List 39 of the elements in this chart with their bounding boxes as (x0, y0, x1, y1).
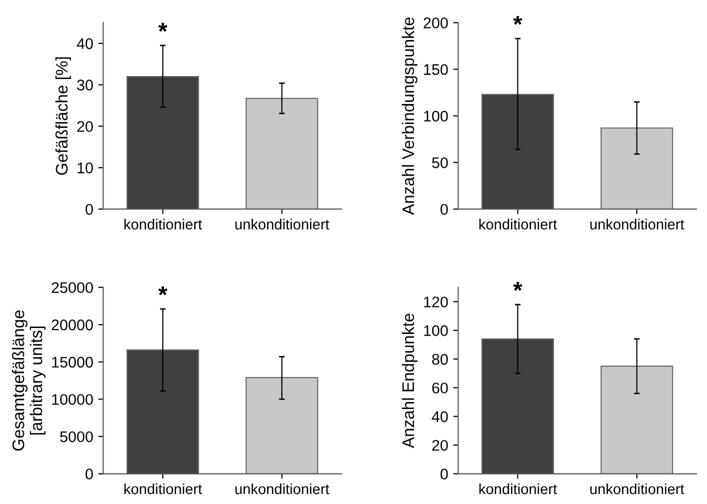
annotation: * (513, 16, 522, 25)
y-tick-label: 60 (432, 382, 448, 394)
x-tick-label: konditioniert (124, 483, 202, 494)
y-tick-label: 200 (424, 18, 448, 28)
y-tick-label: 10 (78, 162, 93, 174)
x-tick-label: unkonditioniert (590, 218, 684, 230)
y-tick-label: 5000 (60, 431, 93, 442)
y-tick-label: 0 (86, 204, 93, 215)
annotation: * (158, 22, 168, 32)
y-tick-label: 20000 (52, 320, 93, 330)
x-tick-label: unkonditioniert (235, 483, 330, 494)
y-tick-label: 150 (424, 64, 448, 75)
annotation: * (513, 282, 522, 291)
y-tick-label: 0 (440, 468, 448, 480)
x-tick-label: unkonditioniert (235, 218, 330, 230)
y-tick-label: 20 (432, 440, 448, 451)
y-axis-title: Gefäßfläche [%] (55, 57, 71, 175)
y-axis-title: Anzahl Endpunkte (402, 314, 418, 448)
y-tick-label: 30 (77, 80, 93, 90)
y-tick-label: 0 (86, 468, 93, 480)
x-tick-label: konditioniert (479, 483, 557, 494)
y-axis-title: Anzahl Verbindungspunkte (402, 17, 418, 215)
y-tick-label: 25000 (52, 282, 93, 294)
annotation: * (158, 286, 168, 296)
y-tick-label: 40 (76, 38, 93, 50)
y-tick-label: 15000 (52, 356, 93, 368)
x-tick-label: konditioniert (479, 218, 557, 230)
y-tick-label: 80 (432, 354, 448, 365)
y-tick-label: 40 (432, 411, 448, 422)
x-tick-label: unkonditioniert (590, 483, 684, 494)
y-tick-label: 50 (432, 157, 448, 168)
y-tick-label: 100 (424, 325, 448, 336)
y-axis-title: Gesamtgefäßlänge [arbitrary units] (12, 310, 46, 451)
y-tick-label: 20 (77, 121, 93, 132)
y-tick-label: 10000 (52, 394, 93, 405)
y-tick-label: 0 (440, 204, 448, 215)
y-tick-label: 100 (424, 110, 448, 122)
y-tick-label: 120 (424, 296, 448, 308)
x-tick-label: konditioniert (124, 218, 202, 230)
